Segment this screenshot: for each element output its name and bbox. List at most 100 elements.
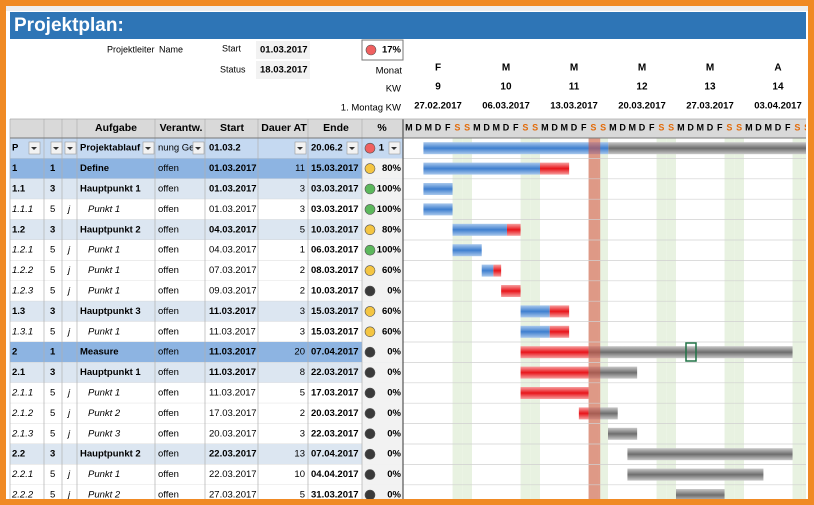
row-background bbox=[10, 158, 403, 179]
day-letter: D bbox=[619, 122, 626, 132]
day-letter: F bbox=[785, 122, 791, 132]
task-name: Punkt 1 bbox=[88, 265, 120, 276]
title-bar bbox=[10, 12, 806, 39]
start-date: 11.03.2017 bbox=[209, 306, 256, 317]
kw: 10 bbox=[500, 82, 512, 93]
status-icon bbox=[364, 408, 376, 419]
monday: 03.04.2017 bbox=[754, 101, 802, 112]
day-letter: S bbox=[600, 122, 606, 132]
gantt-bar-done bbox=[520, 305, 550, 318]
start-date: 11.03.2017 bbox=[209, 388, 256, 399]
gantt-bar-open bbox=[588, 366, 638, 379]
start-date: 07.03.2017 bbox=[209, 265, 257, 276]
task-id: 2.1.3 bbox=[11, 428, 34, 439]
row-background bbox=[10, 178, 403, 200]
monday: 06.03.2017 bbox=[482, 101, 530, 112]
task-name: Hauptpunkt 1 bbox=[80, 184, 141, 195]
gantt-bar-late bbox=[549, 305, 570, 318]
status-icon bbox=[364, 265, 376, 276]
day-letter: M bbox=[561, 122, 569, 132]
month: M bbox=[502, 63, 510, 74]
task-name: Punkt 1 bbox=[88, 326, 120, 337]
task-id: 1.1.1 bbox=[12, 204, 33, 215]
pct-cell bbox=[362, 158, 403, 179]
duration: 3 bbox=[300, 306, 305, 317]
duration: 13 bbox=[294, 449, 305, 460]
gantt-bar-late bbox=[539, 162, 570, 175]
month: M bbox=[570, 63, 578, 74]
label: Start bbox=[222, 43, 242, 53]
pct-cell bbox=[362, 362, 403, 383]
day-letter: M bbox=[629, 122, 637, 132]
start-date: 22.03.2017 bbox=[209, 469, 257, 480]
pct-cell bbox=[362, 280, 403, 302]
task-level: 5 bbox=[50, 469, 55, 480]
task-id: 2.1.1 bbox=[11, 388, 33, 399]
task-name: Hauptpunkt 2 bbox=[80, 224, 141, 235]
task-flag: j bbox=[66, 428, 71, 439]
cell bbox=[256, 41, 310, 59]
pct-cell bbox=[362, 321, 403, 342]
column-header: Aufgabe bbox=[95, 122, 137, 134]
start-date: 01.03.2017 bbox=[209, 163, 257, 174]
percent: 60% bbox=[382, 306, 402, 317]
task-id: 1.2 bbox=[12, 224, 25, 235]
gantt-bar-late bbox=[493, 264, 502, 277]
percent: 0% bbox=[387, 469, 401, 480]
end-date: 15.03.2017 bbox=[311, 306, 359, 317]
title: Projektplan: bbox=[14, 15, 124, 36]
percent: 60% bbox=[382, 265, 402, 276]
gantt-bar-late bbox=[578, 407, 589, 420]
kw: 9 bbox=[435, 82, 441, 93]
duration: 2 bbox=[300, 408, 305, 419]
day-letter: F bbox=[445, 122, 451, 132]
status-icon bbox=[364, 367, 376, 378]
status-icon bbox=[364, 306, 376, 317]
end-date: 31.03.2017 bbox=[311, 490, 359, 501]
task-id: 2.2.1 bbox=[11, 469, 33, 480]
start-date: 04.03.2017 bbox=[209, 224, 257, 235]
filter-arrow bbox=[67, 147, 73, 150]
day-letter: D bbox=[707, 122, 714, 132]
owner: offen bbox=[158, 265, 179, 276]
status-icon bbox=[364, 489, 376, 501]
row-background bbox=[10, 240, 403, 261]
pct-cell bbox=[362, 260, 403, 281]
pct-cell bbox=[362, 382, 403, 404]
label: Projektleiter bbox=[107, 44, 155, 54]
selected-cell[interactable] bbox=[685, 342, 697, 362]
gantt-bar-done bbox=[423, 203, 453, 216]
gantt-bar-late bbox=[520, 366, 589, 379]
end-date: 20.06.2 bbox=[311, 143, 343, 154]
row-background bbox=[10, 423, 403, 444]
column-header: % bbox=[377, 122, 387, 134]
end-date: 22.03.2017 bbox=[311, 367, 359, 378]
status-icon bbox=[364, 469, 376, 480]
gantt-bar-done bbox=[423, 162, 540, 175]
task-level: 5 bbox=[50, 245, 55, 256]
duration: 1 bbox=[300, 245, 305, 256]
day-letter: S bbox=[590, 122, 596, 132]
day-letter: D bbox=[687, 122, 694, 132]
status-icon bbox=[364, 163, 376, 174]
task-id: P bbox=[12, 143, 19, 154]
gantt-bar-open bbox=[607, 427, 638, 440]
task-name: Punkt 1 bbox=[88, 388, 120, 399]
status-icon bbox=[364, 204, 376, 215]
status-icon bbox=[364, 448, 376, 460]
pct-cell bbox=[362, 219, 403, 240]
task-id: 1.2.3 bbox=[12, 286, 34, 297]
task-level: 5 bbox=[50, 265, 55, 276]
value: 18.03.2017 bbox=[260, 65, 308, 76]
task-flag: j bbox=[66, 245, 71, 256]
duration: 5 bbox=[300, 490, 305, 501]
day-letter: F bbox=[581, 122, 587, 132]
task-id: 1.1 bbox=[12, 184, 26, 195]
percent: 0% bbox=[387, 428, 401, 439]
task-name: Punkt 1 bbox=[88, 286, 120, 297]
task-level: 1 bbox=[50, 163, 56, 174]
task-id: 2.1.2 bbox=[11, 408, 34, 419]
pct-cell bbox=[362, 444, 403, 465]
task-level: 3 bbox=[50, 184, 55, 195]
